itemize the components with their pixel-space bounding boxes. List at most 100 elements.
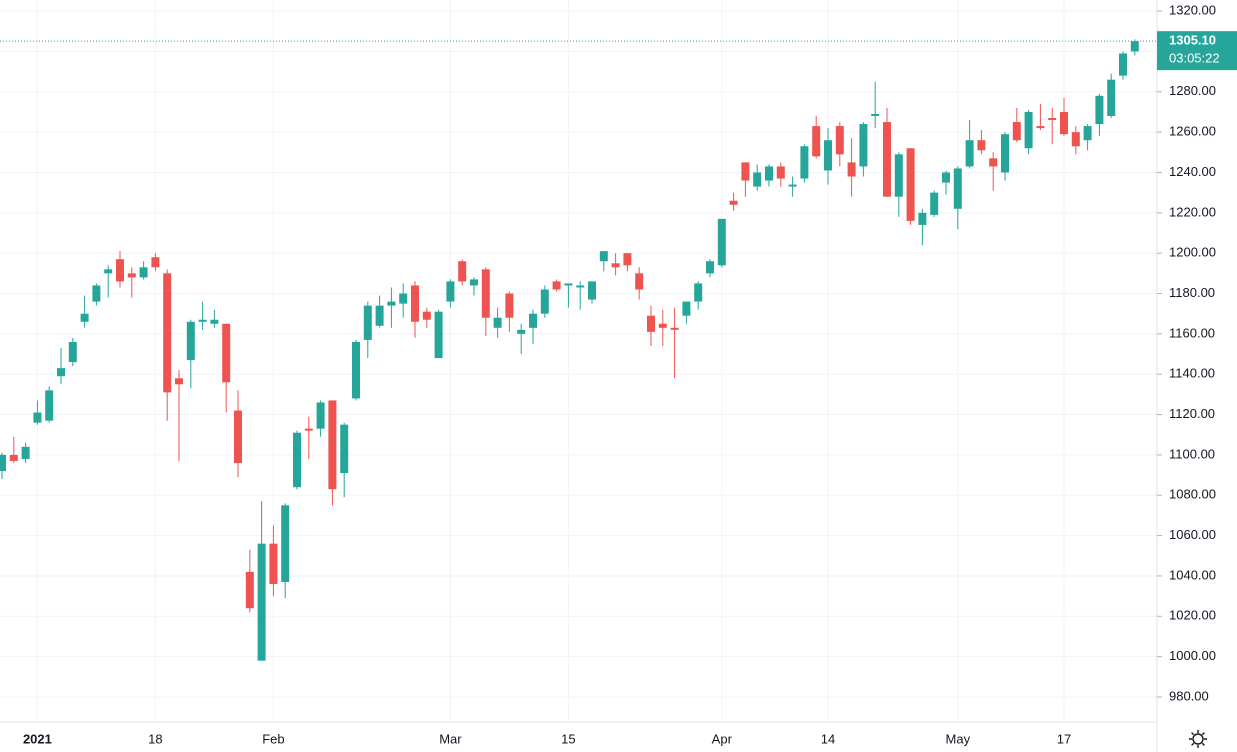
candle-body (68, 341, 77, 363)
y-tick-label: 980.00 (1169, 688, 1209, 703)
y-tick-label: 1120.00 (1169, 406, 1215, 421)
settings-icon[interactable] (1189, 730, 1207, 748)
candle-body (635, 273, 644, 290)
candle-body (281, 505, 290, 582)
last-price-label: 1305.10 (1169, 33, 1216, 48)
x-tick-label: Apr (712, 731, 733, 746)
y-tick-label: 1180.00 (1169, 285, 1215, 300)
candle-body (1048, 118, 1057, 121)
settings-icon-ring[interactable] (1192, 733, 1204, 745)
candle-body (1012, 122, 1021, 141)
candle-body (411, 285, 419, 322)
candle-body (0, 454, 6, 472)
candle-body (741, 162, 750, 181)
y-tick-label: 1060.00 (1169, 527, 1216, 542)
x-tick-label: 15 (561, 731, 575, 746)
candle-body (883, 122, 891, 197)
candle-body (458, 261, 467, 282)
candle-body (57, 368, 65, 377)
candle-body (45, 390, 54, 421)
candle-body (788, 184, 797, 187)
candle-body (1107, 79, 1116, 116)
candle-body (1036, 126, 1045, 129)
candle-body (729, 200, 738, 205)
y-tick-label: 1260.00 (1169, 124, 1216, 139)
candle-body (234, 410, 242, 463)
candle-body (894, 154, 903, 197)
candle-body (1130, 41, 1139, 52)
candle-body (576, 285, 585, 288)
candle-body (470, 279, 478, 286)
y-tick-label: 1140.00 (1169, 366, 1215, 381)
candle-body (352, 341, 360, 399)
candle-body (540, 289, 549, 314)
candle-body (611, 263, 620, 268)
candle-body (717, 218, 726, 266)
candle-body (1001, 134, 1009, 173)
candle-body (965, 140, 974, 167)
candle-body (363, 305, 372, 340)
candle-body (847, 162, 856, 177)
y-tick-label: 1220.00 (1169, 204, 1216, 219)
candle-body (682, 301, 691, 316)
candle-body (776, 166, 785, 179)
candle-body (446, 281, 455, 302)
candle-body (824, 140, 832, 171)
candle-body (918, 212, 927, 225)
candle-body (80, 313, 89, 322)
y-tick-label: 1200.00 (1169, 245, 1216, 260)
x-tick-label: 14 (821, 731, 835, 746)
axis-labels: 980.00 1000.00 1020.00 1040.00 1060.00 1080.0… (23, 3, 1237, 746)
candle-body (953, 168, 962, 209)
candle-body (906, 148, 915, 221)
candle-body (127, 273, 136, 278)
last-price-box (1157, 31, 1237, 71)
candle-body (399, 293, 408, 304)
candle-body (210, 319, 219, 324)
candle-body (21, 446, 30, 459)
x-tick-label: Feb (262, 731, 284, 746)
candle-body (989, 158, 998, 167)
candle-body (942, 172, 950, 183)
candle-body (1119, 53, 1127, 76)
candle-body (340, 424, 349, 474)
candle-body (765, 166, 773, 181)
candle-body (977, 140, 986, 151)
candle-body (1060, 111, 1068, 135)
candle-body (599, 251, 608, 262)
candle-body (871, 113, 880, 116)
candle-body (505, 293, 514, 318)
candle-body (623, 253, 632, 266)
candle-body (33, 412, 42, 423)
candle-body (375, 305, 384, 326)
candle-body (930, 192, 939, 215)
candle-body (552, 281, 561, 290)
x-tick-label: 18 (148, 731, 162, 746)
candle-body (859, 124, 868, 167)
candle-body (92, 285, 101, 302)
y-tick-label: 1240.00 (1169, 164, 1216, 179)
candle-body (647, 315, 655, 332)
candle-body (517, 329, 526, 334)
candle-body (257, 543, 266, 661)
candle-body (694, 283, 703, 302)
x-tick-label: May (946, 731, 971, 746)
candle-body (245, 571, 254, 609)
x-tick-label: 2021 (23, 731, 52, 746)
candle-body (800, 146, 809, 179)
y-tick-label: 1160.00 (1169, 325, 1215, 340)
grid (0, 0, 1157, 722)
candle-body (706, 261, 714, 274)
candle-body (175, 378, 183, 385)
settings-icon-rays[interactable] (1189, 730, 1207, 748)
y-tick-label: 1040.00 (1169, 567, 1216, 582)
candle-body (163, 273, 172, 393)
candle-body (564, 283, 573, 286)
candle-body (269, 543, 278, 585)
candle-body (422, 311, 431, 320)
candle-body (1083, 126, 1092, 141)
candle-body (658, 323, 667, 328)
candle-body (835, 126, 844, 155)
x-tick-label: Mar (439, 731, 462, 746)
